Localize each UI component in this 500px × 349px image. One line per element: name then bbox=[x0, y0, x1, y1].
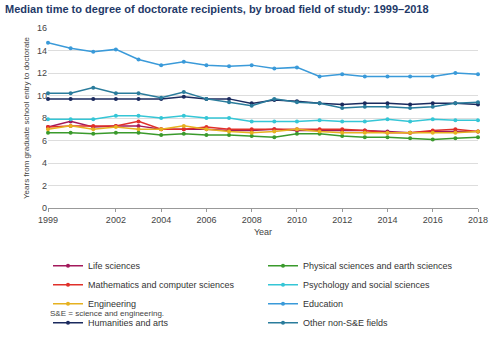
svg-text:2: 2 bbox=[42, 181, 47, 191]
svg-text:6: 6 bbox=[42, 136, 47, 146]
svg-text:Engineering: Engineering bbox=[88, 299, 136, 309]
svg-text:Humanities and arts: Humanities and arts bbox=[88, 318, 169, 328]
svg-text:Psychology and social sciences: Psychology and social sciences bbox=[303, 280, 430, 290]
svg-text:16: 16 bbox=[37, 23, 47, 33]
svg-text:0: 0 bbox=[42, 203, 47, 213]
svg-text:8: 8 bbox=[42, 113, 47, 123]
svg-text:2016: 2016 bbox=[423, 215, 443, 225]
svg-text:10: 10 bbox=[37, 91, 47, 101]
svg-text:2004: 2004 bbox=[151, 215, 171, 225]
svg-text:Life sciences: Life sciences bbox=[88, 261, 141, 271]
svg-text:14: 14 bbox=[37, 46, 47, 56]
svg-text:2010: 2010 bbox=[287, 215, 307, 225]
svg-text:Years from graduate school ent: Years from graduate school entry to doct… bbox=[22, 36, 31, 199]
svg-text:1999: 1999 bbox=[38, 215, 58, 225]
svg-text:S&E = science and engineering.: S&E = science and engineering. bbox=[50, 309, 164, 318]
svg-text:Physical sciences and earth sc: Physical sciences and earth sciences bbox=[303, 261, 453, 271]
svg-text:2002: 2002 bbox=[106, 215, 126, 225]
svg-text:Other non-S&E fields: Other non-S&E fields bbox=[303, 318, 388, 328]
svg-text:4: 4 bbox=[42, 158, 47, 168]
svg-text:12: 12 bbox=[37, 68, 47, 78]
svg-text:2014: 2014 bbox=[377, 215, 397, 225]
svg-text:Education: Education bbox=[303, 299, 343, 309]
svg-text:Year: Year bbox=[254, 227, 272, 237]
svg-text:2006: 2006 bbox=[196, 215, 216, 225]
svg-text:Median time to degree of docto: Median time to degree of doctorate recip… bbox=[5, 3, 429, 15]
svg-text:2012: 2012 bbox=[332, 215, 352, 225]
svg-text:2018: 2018 bbox=[468, 215, 488, 225]
svg-text:Mathematics and computer scien: Mathematics and computer sciences bbox=[88, 280, 235, 290]
svg-text:2008: 2008 bbox=[242, 215, 262, 225]
